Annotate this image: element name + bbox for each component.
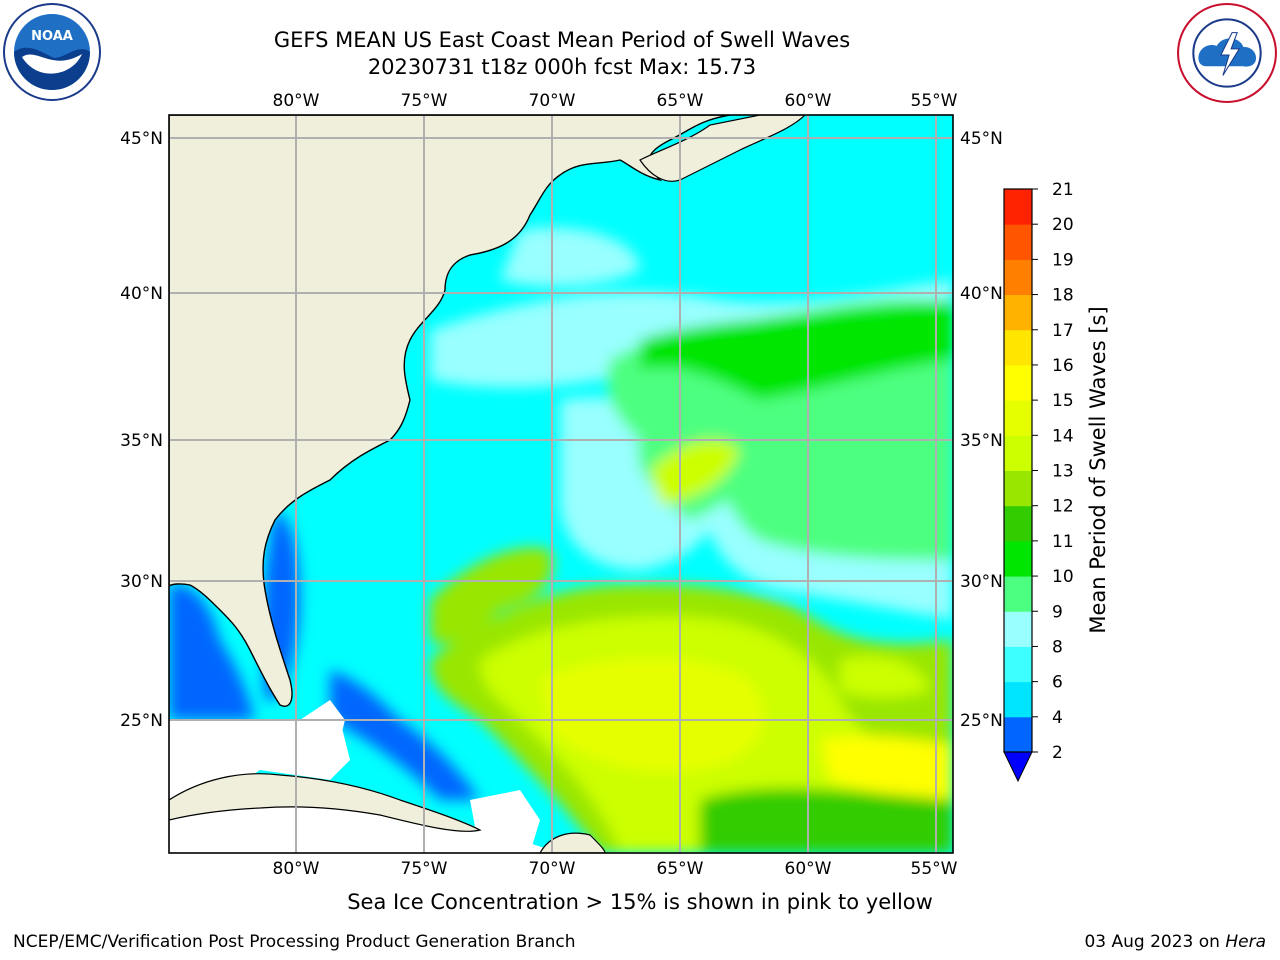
lon-label: 65°W [657,859,704,879]
colorbar-extend-arrow [1003,751,1033,783]
lat-label: 30°N [120,572,163,592]
colorbar-tick-label: 17 [1052,321,1074,341]
colorbar-tick-label: 13 [1052,462,1074,482]
lon-label: 60°W [785,859,832,879]
lat-label: 40°N [120,284,163,304]
colorbar-label: Mean Period of Swell Waves [s] [1086,306,1110,633]
map-frame [168,114,954,854]
colorbar-tick-label: 18 [1052,286,1074,306]
colorbar-swatch [1004,470,1032,507]
colorbar-tick-label: 10 [1052,567,1074,587]
colorbar-swatch [1004,294,1032,331]
footer-date-text: 03 Aug 2023 on [1084,932,1226,952]
colorbar-swatch [1004,435,1032,471]
colorbar-swatch [1004,716,1032,753]
colorbar-swatch [1004,540,1032,577]
colorbar-tick-label: 15 [1052,391,1074,411]
colorbar: 2 4 6 8 9 10 11 12 13 14 15 16 17 18 19 20 21 Mean Perio… [1003,180,1110,783]
sea-ice-note-text: Sea Ice Concentration > 15% is shown in … [347,890,933,914]
graticule [169,115,953,853]
lat-label: 30°N [960,572,1003,592]
colorbar-tick-label: 6 [1052,673,1063,693]
lon-label: 55°W [911,859,958,879]
colorbar-tick-label: 20 [1052,215,1074,235]
colorbar-swatch [1004,646,1032,683]
colorbar-swatch [1004,224,1032,260]
noaa-logo-text: NOAA [31,29,73,44]
footer-date: 03 Aug 2023 on Hera [1084,932,1266,952]
lon-label: 75°W [401,859,448,879]
lon-label: 80°W [273,859,320,879]
footer-producer: NCEP/EMC/Verification Post Processing Pr… [13,932,576,952]
colorbar-swatch [1004,576,1032,612]
lon-label: 80°W [273,91,320,111]
colorbar-swatch [1004,329,1032,366]
lat-label: 45°N [120,129,163,149]
national-weather-service-logo [1177,3,1277,103]
colorbar-swatch [1004,505,1032,542]
lon-label: 65°W [657,91,704,111]
colorbar-swatches [1004,189,1032,753]
colorbar-tick-label: 9 [1052,602,1063,622]
lat-label: 25°N [120,711,163,731]
chart-title: GEFS MEAN US East Coast Mean Period of S… [273,28,851,52]
colorbar-tick-label: 4 [1052,708,1063,728]
colorbar-swatch [1004,400,1032,436]
lat-labels-right: 45°N 40°N 35°N 30°N 25°N [960,129,1003,731]
colorbar-tick-label: 14 [1052,426,1074,446]
colorbar-tick-label: 2 [1052,743,1063,763]
footer-machine: Hera [1225,932,1266,952]
lon-label: 75°W [401,91,448,111]
swell-period-field [169,115,953,853]
lat-label: 25°N [960,711,1003,731]
lat-label: 40°N [960,284,1003,304]
lat-label: 35°N [120,431,163,451]
lon-label: 70°W [529,91,576,111]
colorbar-tick-label: 8 [1052,637,1063,657]
lon-labels-top: 80°W 75°W 70°W 65°W 60°W 55°W [273,91,958,111]
chart-subtitle: 20230731 t18z 000h fcst Max: 15.73 [367,55,757,79]
lon-label: 55°W [911,91,958,111]
colorbar-tick-label: 11 [1052,532,1074,552]
lat-label: 45°N [960,129,1003,149]
colorbar-swatch [1004,189,1032,225]
colorbar-swatch [1004,611,1032,647]
colorbar-tick-label: 12 [1052,497,1074,517]
colorbar-swatch [1004,681,1032,718]
lon-labels-bottom: 80°W 75°W 70°W 65°W 60°W 55°W [273,859,958,879]
lat-labels-left: 45°N 40°N 35°N 30°N 25°N [120,129,163,731]
colorbar-ticks: 2 4 6 8 9 10 11 12 13 14 15 16 17 18 19 20 21 [1032,180,1074,763]
colorbar-tick-label: 21 [1052,180,1074,200]
lon-label: 70°W [529,859,576,879]
noaa-logo: NOAA [3,3,101,101]
colorbar-tick-label: 16 [1052,356,1074,376]
lat-label: 35°N [960,431,1003,451]
colorbar-swatch [1004,364,1032,401]
colorbar-swatch [1004,259,1032,296]
lon-label: 60°W [785,91,832,111]
colorbar-tick-label: 19 [1052,250,1074,270]
